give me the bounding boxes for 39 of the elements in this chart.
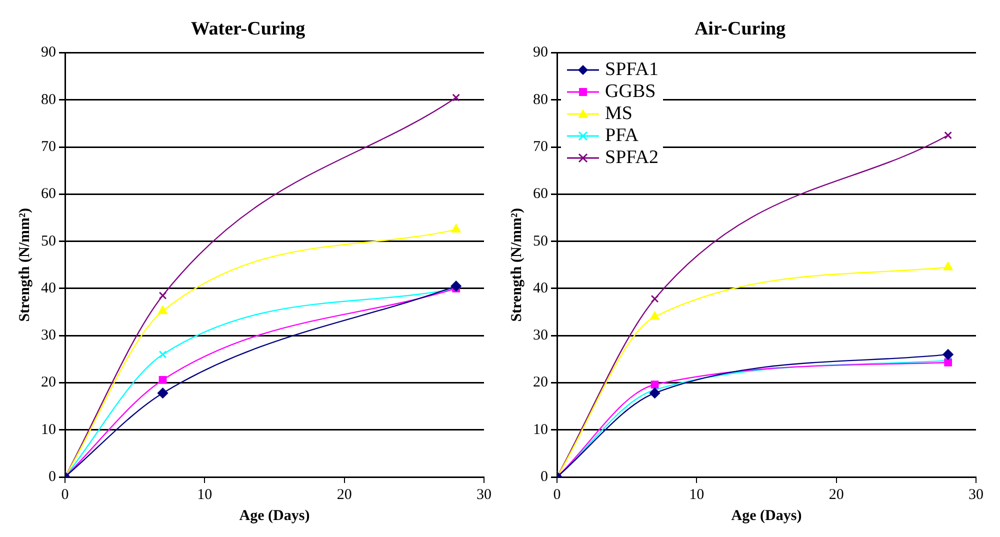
chart-title: Water-Curing xyxy=(190,18,306,40)
y-axis-title: Strength (N/mm²) xyxy=(16,208,33,322)
y-tick-label: 30 xyxy=(533,328,548,344)
y-tick-label: 10 xyxy=(533,422,548,438)
y-tick-label: 0 xyxy=(48,468,56,485)
x-axis-title: Age (Days) xyxy=(239,508,310,524)
y-tick-label: 80 xyxy=(533,92,548,108)
x-tick-label: 10 xyxy=(197,486,212,503)
legend-label: SPFA2 xyxy=(605,146,659,169)
x-tick-label: 0 xyxy=(61,486,69,503)
y-tick-label: 90 xyxy=(41,44,56,61)
y-tick-label: 90 xyxy=(533,44,548,61)
legend-label: PFA xyxy=(605,124,638,147)
x-tick-label: 0 xyxy=(553,486,561,503)
x-axis-title: Age (Days) xyxy=(731,508,802,524)
legend-label: MS xyxy=(605,102,632,125)
chart-title: Air-Curing xyxy=(694,18,786,40)
x-tick-label: 20 xyxy=(336,486,352,503)
y-tick-label: 70 xyxy=(533,139,548,156)
y-tick-label: 30 xyxy=(41,328,56,344)
legend-label: GGBS xyxy=(605,80,656,103)
y-tick-label: 20 xyxy=(41,374,56,391)
y-tick-label: 60 xyxy=(41,186,56,202)
y-tick-label: 40 xyxy=(533,280,548,296)
y-tick-label: 0 xyxy=(540,468,548,485)
y-tick-label: 80 xyxy=(41,92,56,108)
x-tick-label: 20 xyxy=(828,486,844,503)
y-tick-label: 40 xyxy=(41,280,56,296)
x-tick-label: 10 xyxy=(689,486,704,503)
x-tick-label: 30 xyxy=(476,486,492,503)
y-tick-label: 60 xyxy=(533,186,548,202)
y-tick-label: 50 xyxy=(533,233,548,250)
y-tick-label: 10 xyxy=(41,422,56,438)
y-tick-label: 20 xyxy=(533,374,548,391)
y-axis-title: Strength (N/mm²) xyxy=(508,208,525,322)
y-tick-label: 70 xyxy=(41,139,56,156)
legend-label: SPFA1 xyxy=(605,58,659,81)
y-tick-label: 50 xyxy=(41,233,56,250)
x-tick-label: 30 xyxy=(968,486,984,503)
